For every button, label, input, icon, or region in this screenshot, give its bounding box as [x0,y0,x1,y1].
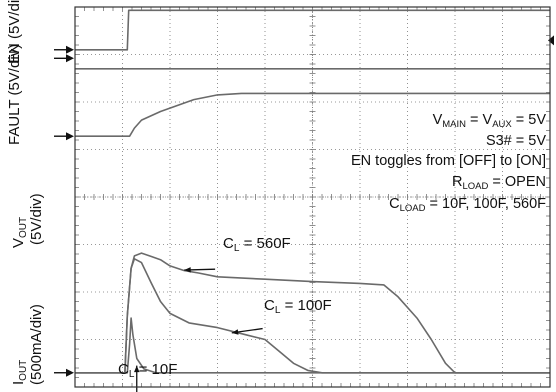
annotation-line-3: EN toggles from [OFF] to [ON] [351,153,546,169]
s3-text: S3# = 5V [485,133,546,149]
marker-en-head [66,45,74,54]
cl-sub: L [128,369,135,380]
annotation-line-5: CLOAD = 10F, 100F, 560F [389,196,546,217]
annotation-line-4: RLOAD = OPEN [452,174,546,195]
cload-sub: LOAD [399,203,426,214]
vaux-text: = V [465,112,493,128]
channel-fault-scale: (5V/div) [6,43,23,96]
vaux-sub: AUX [492,119,512,130]
curve-label-10f: CL = 10F [118,361,177,383]
channel-en-scale: (5V/div) [6,0,23,39]
trigger-marker [548,35,554,46]
rload-letter: R [452,174,463,190]
channel-label-vout-scale: (5V/div) [28,193,45,245]
cl-letter: C [264,297,275,314]
curve-label-100f: CL = 100F [264,297,332,319]
vmain-letter: V [432,112,443,128]
cload-letter: C [389,196,400,212]
annotation-line-2: S3# = 5V [486,133,546,149]
arrow-560f-head [184,267,191,273]
cl-eq: = [134,361,152,378]
arrow-100f-head [231,329,239,335]
marker-vout-head [66,132,74,141]
cl-sub: L [233,243,240,254]
channel-iout-scale: (500mA/div) [28,304,45,385]
cl-value: 100F [297,297,332,314]
channel-label-iout-scale: (500mA/div) [28,304,45,385]
annotation-line-1: VMAIN = VAUX = 5V [433,112,546,133]
trace-en [75,9,550,51]
marker-iout-head [66,368,74,377]
rload-sub: LOAD [462,181,489,192]
channel-iout-name: I [10,380,27,385]
trace-iout-10f [75,317,550,374]
vmain-value: = 5V [511,112,546,128]
cl-sub: L [274,305,281,316]
cl-value: 10F [151,361,178,378]
vmain-sub: MAIN [442,119,466,130]
en-toggle-text: EN toggles from [OFF] to [ON] [351,153,546,169]
graticule-grid [75,7,550,387]
plot-frame [74,6,551,388]
cl-eq: = [280,297,298,314]
cl-letter: C [223,235,234,252]
marker-fault-head [66,54,74,63]
channel-vout-scale: (5V/div) [28,193,45,245]
cl-letter: C [118,361,129,378]
trace-iout-100f [75,257,550,374]
cload-value: = 10F, 100F, 560F [425,196,547,212]
channel-fault-name: FAULT [6,99,23,145]
trace-vout [75,92,550,137]
channel-label-fault: FAULT (5V/div) [6,44,23,145]
label-arrows [134,267,263,392]
curve-label-560f: CL = 560F [223,235,291,257]
trace-group [75,9,550,374]
cl-eq: = [239,235,257,252]
arrow-10f-head [134,365,140,373]
cl-value: 560F [256,235,291,252]
channel-vout-name: V [10,237,27,248]
channel-markers [54,35,554,377]
rload-value: = OPEN [488,174,546,190]
